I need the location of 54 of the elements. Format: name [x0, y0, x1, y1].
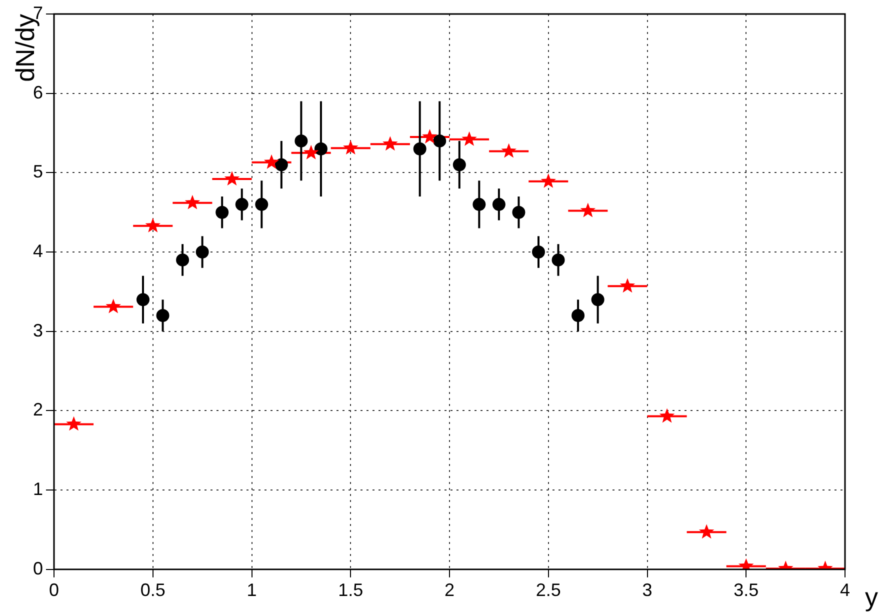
- point: [422, 128, 438, 144]
- y-tick-label: 0: [32, 558, 44, 578]
- x-tick-label: 1.5: [338, 580, 364, 600]
- point: [136, 293, 150, 306]
- x-tick-label: 2: [444, 580, 455, 600]
- point: [264, 154, 280, 169]
- x-tick-label: 3: [642, 580, 652, 600]
- point: [196, 246, 209, 259]
- y-tick-label: 2: [32, 400, 44, 420]
- point: [572, 309, 585, 322]
- point: [106, 298, 121, 314]
- point: [216, 206, 229, 219]
- point: [591, 293, 604, 306]
- y-tick-label: 4: [32, 240, 44, 261]
- point: [176, 253, 190, 266]
- point: [343, 140, 358, 155]
- point: [294, 134, 308, 148]
- point: [620, 278, 636, 293]
- x-tick-label: 3.5: [734, 580, 759, 600]
- x-tick-label: 0.5: [140, 580, 166, 600]
- point: [303, 144, 319, 160]
- point: [462, 131, 477, 146]
- point: [452, 158, 466, 172]
- point: [156, 309, 170, 322]
- point: [659, 408, 675, 423]
- point: [540, 173, 556, 188]
- x-axis-title: y: [865, 582, 878, 612]
- point: [255, 198, 268, 211]
- x-tick-label: 1: [246, 580, 257, 600]
- point: [413, 142, 426, 156]
- y-tick-label: 1: [32, 479, 44, 500]
- point: [66, 416, 82, 431]
- point: [145, 218, 160, 232]
- y-tick-label: 3: [32, 320, 44, 340]
- point: [433, 134, 446, 148]
- point: [492, 198, 506, 211]
- y-tick-label: 5: [32, 162, 44, 182]
- point: [698, 524, 714, 539]
- y-tick-label: 6: [32, 82, 44, 102]
- point: [184, 194, 200, 210]
- x-tick-label: 0: [49, 580, 60, 600]
- point: [532, 246, 545, 259]
- point: [274, 158, 288, 172]
- x-tick-label: 4: [840, 580, 850, 600]
- x-tick-label: 2.5: [536, 580, 561, 600]
- point: [382, 136, 398, 151]
- point: [580, 202, 596, 218]
- point: [552, 253, 565, 266]
- point: [224, 171, 240, 186]
- point: [512, 206, 526, 219]
- point: [501, 143, 516, 158]
- point: [472, 198, 486, 211]
- point: [235, 198, 248, 211]
- point: [314, 142, 328, 156]
